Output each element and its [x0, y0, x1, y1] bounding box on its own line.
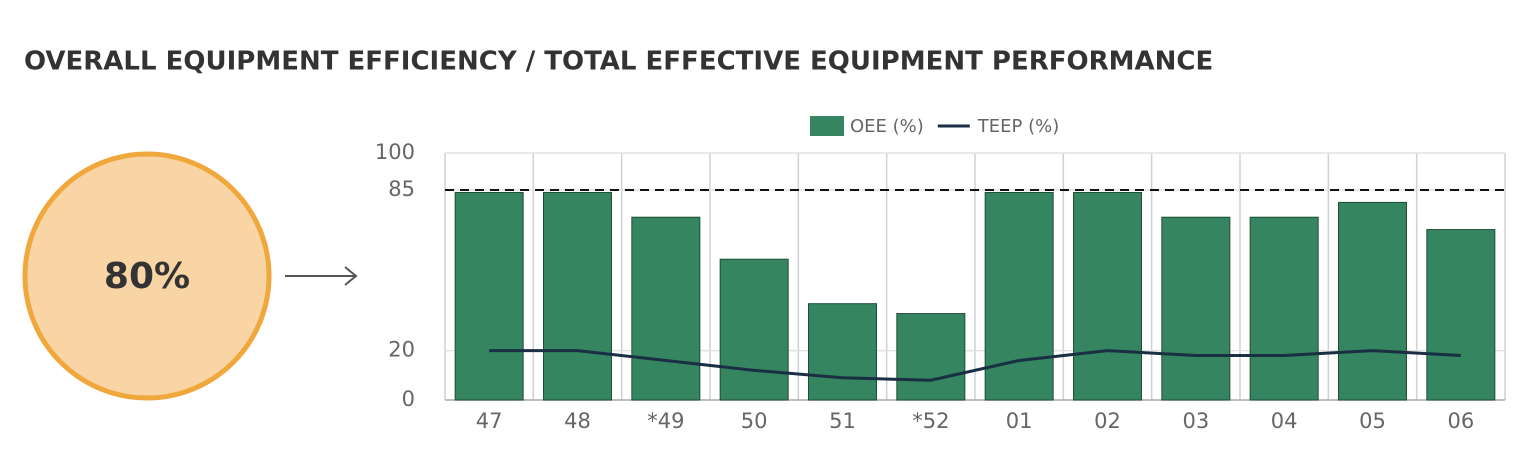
- x-tick-label: 01: [1006, 409, 1033, 433]
- bar: [984, 192, 1054, 401]
- title: OVERALL EQUIPMENT EFFICIENCY / TOTAL EFF…: [24, 47, 1213, 77]
- bar: [631, 216, 701, 401]
- bar: [543, 192, 612, 401]
- y-tick-label: 0: [402, 387, 415, 411]
- x-tick-label: 02: [1094, 409, 1121, 433]
- legend-label: OEE (%): [850, 116, 924, 137]
- x-tick-label: 48: [564, 409, 591, 433]
- bar: [896, 313, 966, 401]
- legend-label: TEEP (%): [977, 116, 1059, 137]
- bar: [1073, 192, 1142, 401]
- x-tick-label: *49: [647, 409, 684, 433]
- y-tick-label: 85: [388, 177, 415, 201]
- y-tick-label: 20: [388, 338, 415, 362]
- bar: [808, 303, 877, 401]
- x-tick-label: 50: [741, 409, 768, 433]
- bar: [719, 258, 789, 401]
- kpi-value: 80%: [104, 256, 190, 297]
- bar: [1338, 201, 1407, 401]
- x-tick-label: 05: [1359, 409, 1386, 433]
- bar: [1426, 229, 1496, 401]
- y-tick-label: 100: [375, 140, 415, 164]
- x-tick-label: 51: [829, 409, 856, 433]
- x-tick-label: 03: [1182, 409, 1209, 433]
- bar: [1249, 216, 1319, 401]
- bar: [454, 192, 524, 401]
- x-tick-label: 47: [476, 409, 503, 433]
- bar: [1161, 216, 1231, 401]
- line: [489, 349, 1461, 382]
- x-tick-label: 04: [1271, 409, 1298, 433]
- x-tick-label: *52: [912, 409, 949, 433]
- legend-swatch: [810, 116, 844, 136]
- arrow-head: [344, 266, 358, 286]
- x-tick-label: 06: [1447, 409, 1474, 433]
- kpi-circle: [22, 151, 272, 401]
